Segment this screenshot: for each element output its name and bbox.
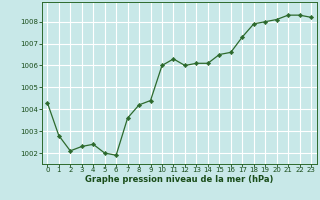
X-axis label: Graphe pression niveau de la mer (hPa): Graphe pression niveau de la mer (hPa) <box>85 175 273 184</box>
